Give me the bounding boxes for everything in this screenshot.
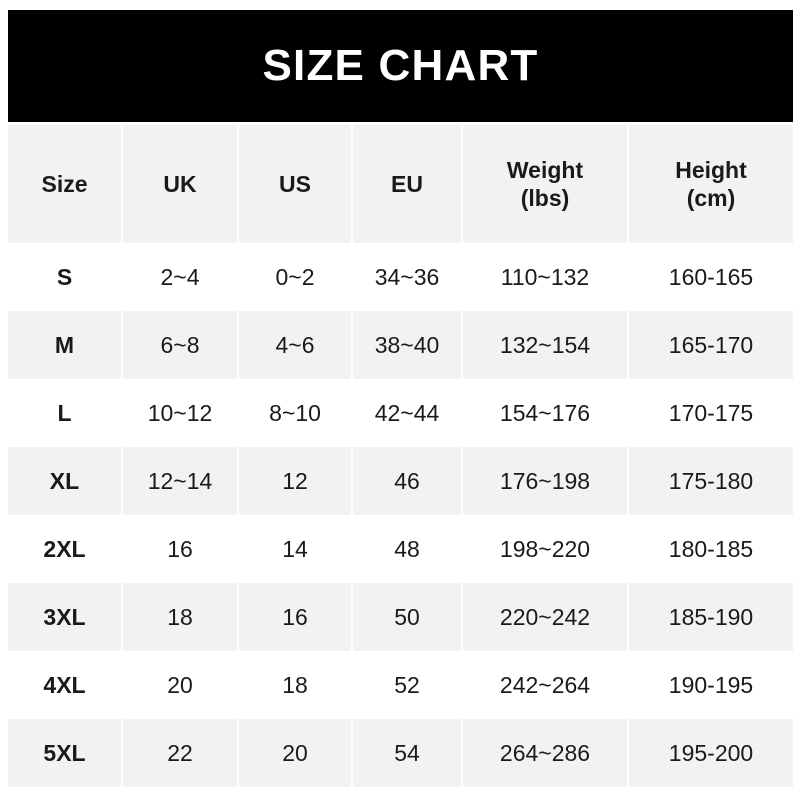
cell-weight: 176~198: [461, 447, 629, 515]
cell-height: 195-200: [627, 719, 793, 787]
cell-eu: 52: [351, 651, 463, 719]
column-header-size: Size: [8, 125, 123, 243]
cell-size: S: [8, 243, 123, 311]
table-row: M 6~8 4~6 38~40 132~154 165-170: [8, 311, 793, 379]
cell-us: 4~6: [237, 311, 353, 379]
cell-eu: 48: [351, 515, 463, 583]
cell-eu: 46: [351, 447, 463, 515]
cell-uk: 16: [121, 515, 239, 583]
cell-weight: 154~176: [461, 379, 629, 447]
column-header-height-unit: (cm): [686, 185, 736, 211]
column-header-us-label: US: [279, 170, 311, 197]
title-banner: SIZE CHART: [8, 10, 793, 122]
cell-size: 3XL: [8, 583, 123, 651]
cell-us: 0~2: [237, 243, 353, 311]
cell-eu: 54: [351, 719, 463, 787]
cell-size: 4XL: [8, 651, 123, 719]
cell-eu: 42~44: [351, 379, 463, 447]
table-header: Size UK US EU Weight (lbs) Height (cm): [8, 125, 793, 243]
column-header-height: Height (cm): [627, 125, 793, 243]
column-header-eu-label: EU: [391, 170, 423, 197]
table-row: XL 12~14 12 46 176~198 175-180: [8, 447, 793, 515]
cell-height: 165-170: [627, 311, 793, 379]
table-row: S 2~4 0~2 34~36 110~132 160-165: [8, 243, 793, 311]
cell-size: M: [8, 311, 123, 379]
cell-us: 14: [237, 515, 353, 583]
column-header-uk: UK: [121, 125, 239, 243]
cell-height: 175-180: [627, 447, 793, 515]
table-row: 5XL 22 20 54 264~286 195-200: [8, 719, 793, 787]
cell-uk: 12~14: [121, 447, 239, 515]
column-header-uk-label: UK: [163, 170, 197, 197]
column-header-height-label: Height: [675, 156, 747, 183]
cell-height: 180-185: [627, 515, 793, 583]
cell-weight: 242~264: [461, 651, 629, 719]
cell-us: 12: [237, 447, 353, 515]
cell-eu: 34~36: [351, 243, 463, 311]
cell-size: XL: [8, 447, 123, 515]
cell-height: 160-165: [627, 243, 793, 311]
cell-weight: 220~242: [461, 583, 629, 651]
cell-us: 18: [237, 651, 353, 719]
table-row: L 10~12 8~10 42~44 154~176 170-175: [8, 379, 793, 447]
table-row: 4XL 20 18 52 242~264 190-195: [8, 651, 793, 719]
cell-size: L: [8, 379, 123, 447]
cell-us: 20: [237, 719, 353, 787]
cell-uk: 22: [121, 719, 239, 787]
table-row: 3XL 18 16 50 220~242 185-190: [8, 583, 793, 651]
cell-height: 170-175: [627, 379, 793, 447]
column-header-size-label: Size: [41, 170, 88, 197]
cell-height: 185-190: [627, 583, 793, 651]
cell-height: 190-195: [627, 651, 793, 719]
column-header-weight-label: Weight: [506, 156, 584, 183]
cell-weight: 264~286: [461, 719, 629, 787]
cell-uk: 2~4: [121, 243, 239, 311]
cell-size: 5XL: [8, 719, 123, 787]
cell-size: 2XL: [8, 515, 123, 583]
column-header-weight-unit: (lbs): [520, 185, 570, 211]
column-header-us: US: [237, 125, 353, 243]
cell-uk: 20: [121, 651, 239, 719]
table-header-row: Size UK US EU Weight (lbs) Height (cm): [8, 125, 793, 243]
column-header-eu: EU: [351, 125, 463, 243]
size-chart-table: Size UK US EU Weight (lbs) Height (cm): [8, 125, 793, 787]
cell-uk: 10~12: [121, 379, 239, 447]
cell-us: 8~10: [237, 379, 353, 447]
cell-eu: 38~40: [351, 311, 463, 379]
cell-eu: 50: [351, 583, 463, 651]
cell-weight: 198~220: [461, 515, 629, 583]
table-body: S 2~4 0~2 34~36 110~132 160-165 M 6~8 4~…: [8, 243, 793, 787]
cell-us: 16: [237, 583, 353, 651]
table-row: 2XL 16 14 48 198~220 180-185: [8, 515, 793, 583]
page-title: SIZE CHART: [262, 41, 539, 90]
cell-weight: 132~154: [461, 311, 629, 379]
column-header-weight: Weight (lbs): [461, 125, 629, 243]
cell-uk: 18: [121, 583, 239, 651]
cell-weight: 110~132: [461, 243, 629, 311]
cell-uk: 6~8: [121, 311, 239, 379]
